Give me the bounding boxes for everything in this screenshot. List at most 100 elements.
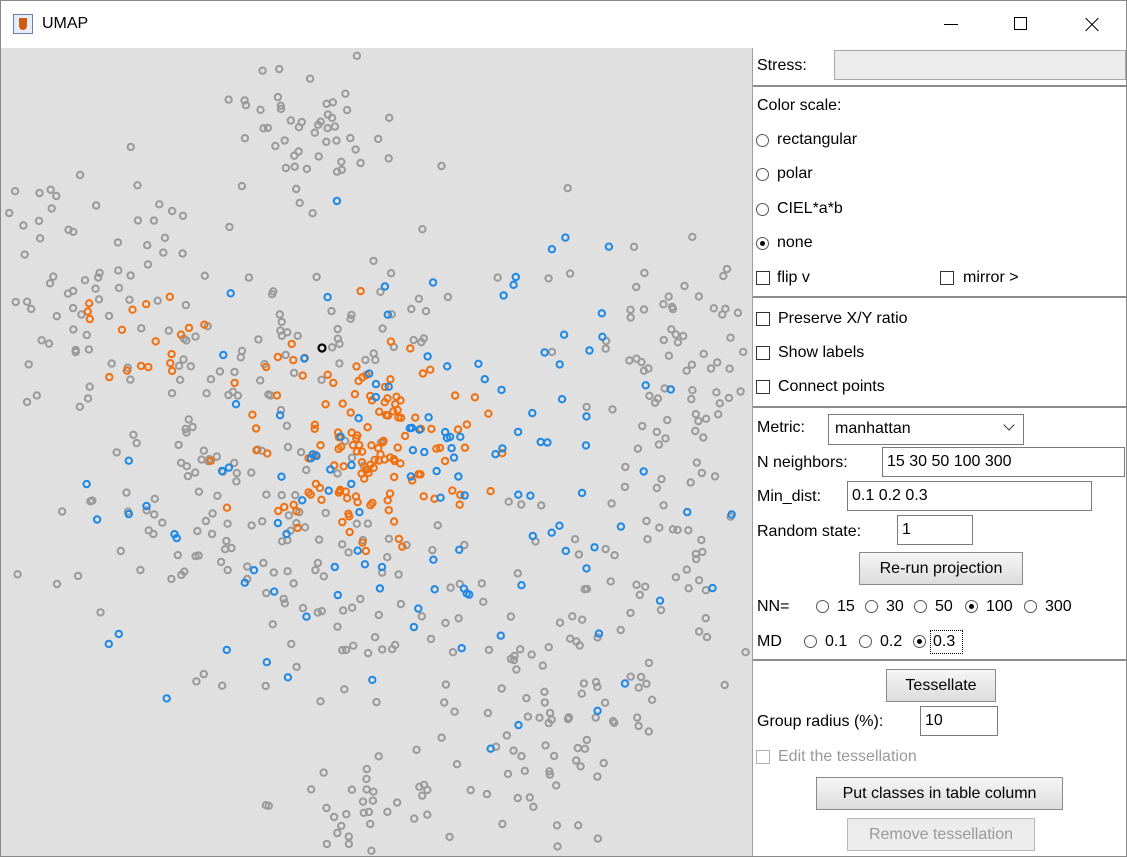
data-point[interactable] <box>282 421 292 430</box>
data-point[interactable] <box>356 286 365 296</box>
data-point[interactable] <box>212 452 222 461</box>
data-point[interactable] <box>191 332 200 341</box>
data-point[interactable] <box>426 634 436 644</box>
data-point[interactable] <box>347 460 356 470</box>
data-point[interactable] <box>363 423 372 432</box>
data-point[interactable] <box>329 378 338 388</box>
data-point[interactable] <box>363 519 373 528</box>
data-point[interactable] <box>240 96 249 105</box>
md-radio-0-2[interactable] <box>859 635 872 648</box>
data-point[interactable] <box>645 391 654 400</box>
data-point[interactable] <box>555 521 564 530</box>
maximize-button[interactable] <box>986 1 1056 48</box>
data-point[interactable] <box>486 744 495 753</box>
data-point[interactable] <box>292 184 301 194</box>
data-point[interactable] <box>383 807 392 816</box>
data-point[interactable] <box>293 331 302 340</box>
data-point[interactable] <box>383 496 392 505</box>
data-point[interactable] <box>340 436 350 446</box>
data-point[interactable] <box>247 468 256 477</box>
data-point[interactable] <box>346 314 355 323</box>
data-point[interactable] <box>352 519 361 528</box>
data-point[interactable] <box>358 797 368 806</box>
scatter-plot[interactable] <box>1 48 752 857</box>
data-point[interactable] <box>85 314 95 324</box>
data-point[interactable] <box>498 819 507 829</box>
data-point[interactable] <box>512 665 521 674</box>
data-point[interactable] <box>654 440 664 449</box>
data-point[interactable] <box>11 297 20 307</box>
data-point[interactable] <box>418 791 427 800</box>
data-point[interactable] <box>133 181 142 190</box>
data-point[interactable] <box>292 662 301 672</box>
data-point[interactable] <box>366 501 375 510</box>
data-point[interactable] <box>329 812 339 822</box>
data-point[interactable] <box>167 349 176 359</box>
data-point[interactable] <box>280 502 289 512</box>
data-point[interactable] <box>701 414 711 423</box>
data-point[interactable] <box>316 441 325 450</box>
data-point[interactable] <box>513 427 523 437</box>
data-point[interactable] <box>591 677 601 687</box>
data-point[interactable] <box>322 803 331 813</box>
data-point[interactable] <box>222 503 232 512</box>
data-point[interactable] <box>283 442 293 452</box>
nn-radio-30[interactable] <box>865 600 878 613</box>
data-point[interactable] <box>386 337 396 346</box>
data-point[interactable] <box>540 348 549 357</box>
nn-radio-15[interactable] <box>816 600 829 613</box>
data-point[interactable] <box>457 644 466 653</box>
data-point[interactable] <box>339 462 348 471</box>
data-point[interactable] <box>35 188 44 198</box>
data-point[interactable] <box>287 339 296 349</box>
data-point[interactable] <box>312 451 321 461</box>
data-point[interactable] <box>526 491 535 500</box>
data-point[interactable] <box>124 456 134 465</box>
data-point[interactable] <box>445 832 454 842</box>
min-dist-input[interactable] <box>847 481 1092 511</box>
data-point[interactable] <box>545 770 555 779</box>
data-point[interactable] <box>230 378 239 388</box>
data-point[interactable] <box>302 164 312 174</box>
data-point[interactable] <box>83 307 93 316</box>
data-point[interactable] <box>85 299 94 308</box>
data-point[interactable] <box>241 101 251 110</box>
data-point[interactable] <box>88 496 97 505</box>
data-point[interactable] <box>394 413 403 422</box>
radio-rectangular[interactable] <box>756 134 769 147</box>
minimize-button[interactable] <box>916 1 986 48</box>
data-point[interactable] <box>375 584 385 593</box>
data-point[interactable] <box>616 625 625 635</box>
data-point[interactable] <box>600 698 610 707</box>
data-point[interactable] <box>273 92 283 102</box>
data-point[interactable] <box>668 304 678 314</box>
data-point[interactable] <box>345 527 354 537</box>
data-point[interactable] <box>341 645 351 655</box>
data-point[interactable] <box>364 468 373 477</box>
data-point[interactable] <box>694 416 703 426</box>
data-point[interactable] <box>328 98 338 107</box>
data-point[interactable] <box>5 208 14 218</box>
data-point[interactable] <box>295 198 304 208</box>
data-point[interactable] <box>10 187 20 196</box>
data-point[interactable] <box>333 828 342 838</box>
data-point[interactable] <box>659 501 668 510</box>
data-point[interactable] <box>219 350 228 360</box>
data-point[interactable] <box>184 415 193 424</box>
data-point[interactable] <box>454 614 463 623</box>
data-point[interactable] <box>452 760 462 769</box>
data-point[interactable] <box>465 590 474 599</box>
data-point[interactable] <box>348 603 357 612</box>
data-point[interactable] <box>313 608 322 617</box>
data-point[interactable] <box>440 698 449 707</box>
metric-dropdown[interactable]: manhattan <box>828 414 1024 445</box>
data-point[interactable] <box>486 487 495 496</box>
data-point[interactable] <box>557 395 567 404</box>
data-point[interactable] <box>725 364 734 373</box>
data-point[interactable] <box>222 645 232 655</box>
data-point[interactable] <box>632 580 641 589</box>
data-point[interactable] <box>625 356 634 365</box>
data-point[interactable] <box>694 627 704 636</box>
data-point[interactable] <box>22 397 32 407</box>
data-point[interactable] <box>383 394 392 403</box>
